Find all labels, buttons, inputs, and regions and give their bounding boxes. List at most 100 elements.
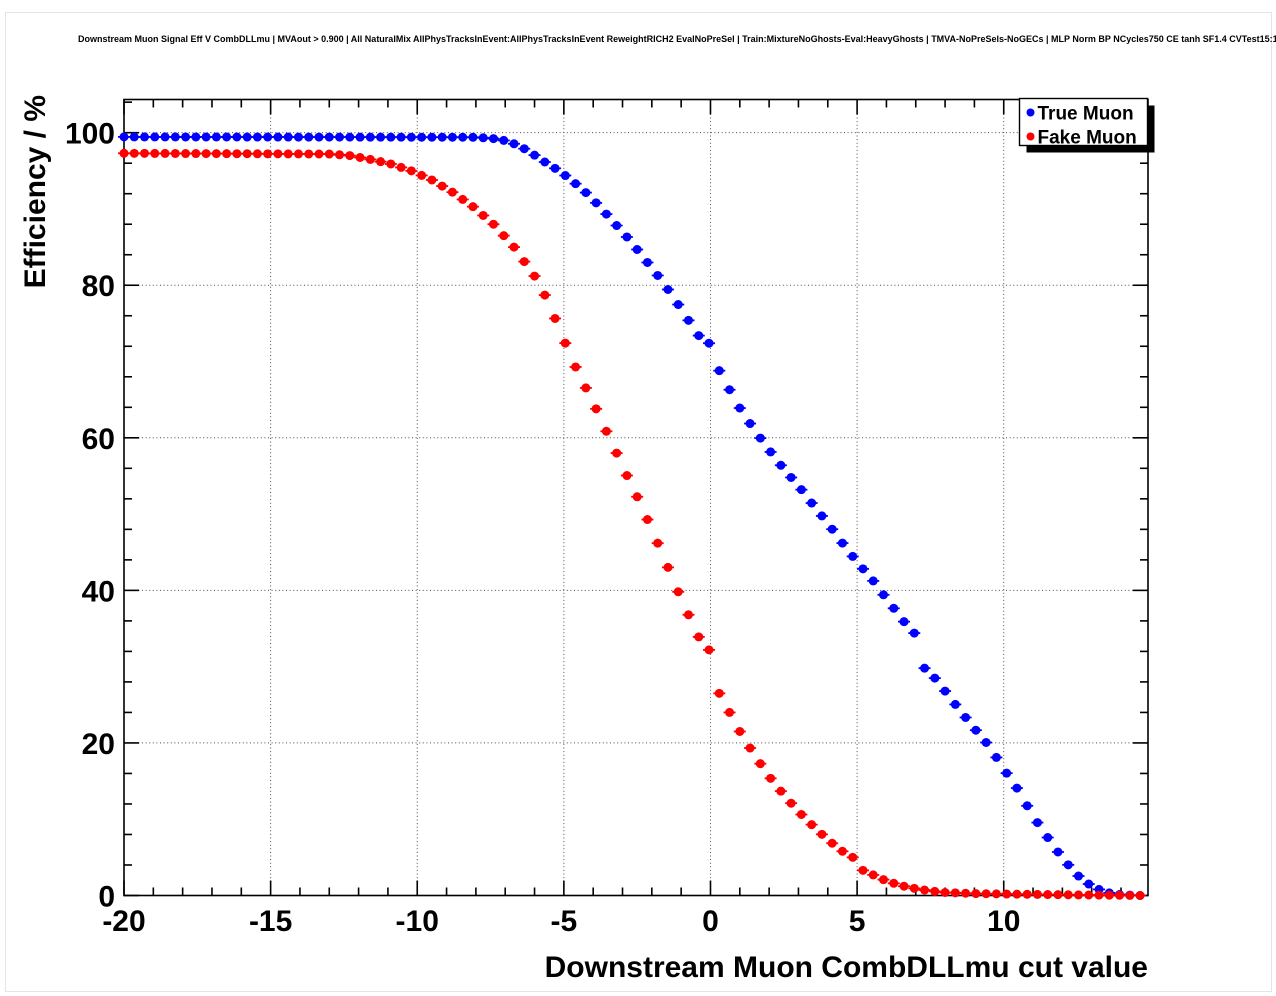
data-point <box>148 132 161 142</box>
data-point <box>887 878 900 888</box>
data-point <box>600 426 613 436</box>
data-point <box>169 148 182 158</box>
data-point <box>959 888 972 898</box>
data-point <box>466 132 479 142</box>
x-tick-label: -5 <box>551 905 578 938</box>
data-point <box>826 838 839 848</box>
data-point <box>292 149 305 159</box>
data-point <box>302 132 315 142</box>
data-point <box>785 798 798 808</box>
data-point <box>487 134 500 144</box>
data-point <box>754 759 767 769</box>
data-point <box>333 132 346 142</box>
data-point <box>241 132 254 142</box>
data-point <box>271 149 284 159</box>
x-tick-label: 10 <box>987 905 1020 938</box>
data-point <box>826 524 839 534</box>
data-point <box>241 149 254 159</box>
data-point <box>733 403 746 413</box>
data-point <box>600 209 613 219</box>
data-point <box>230 149 243 159</box>
data-point <box>723 385 736 395</box>
legend-marker-icon <box>1026 108 1035 117</box>
data-point <box>815 829 828 839</box>
y-tick-label: 80 <box>82 270 115 303</box>
data-point <box>364 154 377 164</box>
data-point <box>898 617 911 627</box>
data-point <box>713 366 726 376</box>
x-tick-label: 0 <box>702 905 719 938</box>
data-point <box>1010 783 1023 793</box>
x-tick-label: -20 <box>102 905 145 938</box>
x-tick-label: -10 <box>396 905 439 938</box>
data-point <box>682 315 695 325</box>
data-point <box>939 686 952 696</box>
data-point <box>189 132 202 142</box>
data-point <box>159 132 172 142</box>
data-point <box>877 875 890 885</box>
plot-frame <box>123 98 1149 897</box>
data-point <box>774 460 787 470</box>
data-point <box>1031 818 1044 828</box>
data-point <box>590 198 603 208</box>
data-point <box>856 865 869 875</box>
data-point <box>1123 890 1136 900</box>
legend-entry: True Muon <box>1026 104 1134 125</box>
data-point <box>949 888 962 898</box>
data-point <box>959 712 972 722</box>
data-point <box>436 181 449 191</box>
data-point <box>497 231 510 241</box>
data-point <box>364 132 377 142</box>
data-point <box>928 673 941 683</box>
data-point <box>405 132 418 142</box>
data-point <box>138 148 151 158</box>
data-point <box>610 448 623 458</box>
data-point <box>754 433 767 443</box>
legend-entry: Fake Muon <box>1026 128 1137 149</box>
data-point <box>354 152 367 162</box>
data-point <box>867 870 880 880</box>
data-point <box>261 132 274 142</box>
data-point <box>313 132 326 142</box>
data-point <box>1082 890 1095 900</box>
data-point <box>169 132 182 142</box>
data-point <box>1021 889 1034 899</box>
data-point <box>251 149 264 159</box>
data-point <box>528 271 541 281</box>
data-point <box>590 404 603 414</box>
data-point <box>1041 833 1054 843</box>
data-point <box>846 852 859 862</box>
data-point <box>559 171 572 181</box>
data-point <box>1082 879 1095 889</box>
data-point <box>436 132 449 142</box>
data-point <box>805 498 818 508</box>
data-point <box>446 187 459 197</box>
data-point <box>928 886 941 896</box>
data-point <box>815 511 828 521</box>
data-point <box>846 551 859 561</box>
data-point <box>487 219 500 229</box>
data-point <box>990 752 1003 762</box>
data-point <box>549 163 562 173</box>
data-point <box>980 737 993 747</box>
data-point <box>189 149 202 159</box>
x-axis-title: Downstream Muon CombDLLmu cut value <box>545 951 1148 984</box>
data-point <box>641 257 654 267</box>
data-point <box>703 338 716 348</box>
data-point <box>1051 847 1064 857</box>
data-point <box>323 132 336 142</box>
data-point <box>118 148 130 158</box>
data-point <box>805 820 818 830</box>
data-point <box>651 270 664 280</box>
data-point <box>661 562 674 572</box>
data-point <box>723 707 736 717</box>
data-point <box>918 885 931 895</box>
data-point <box>549 313 562 323</box>
data-point <box>261 149 274 159</box>
data-point <box>969 889 982 899</box>
data-point <box>425 175 438 185</box>
data-point <box>631 245 644 255</box>
y-tick-label: 60 <box>82 423 115 456</box>
